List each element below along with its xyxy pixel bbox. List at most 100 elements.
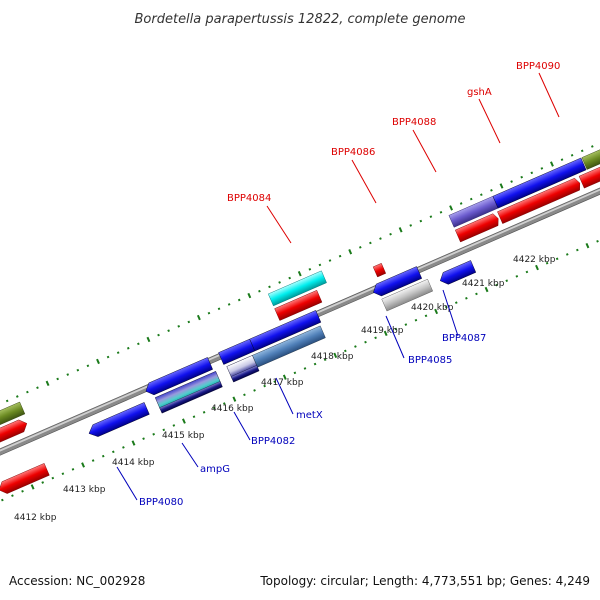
scale-tick [11, 494, 14, 497]
gene-label-bpp4088[interactable]: BPP4088 [392, 117, 436, 128]
scale-tick [465, 296, 468, 300]
gene-label-bpp4080[interactable]: BPP4080 [139, 497, 183, 508]
gene-label-bpp4082[interactable]: BPP4082 [251, 436, 295, 447]
scale-tick [146, 336, 151, 343]
scale-tick [409, 224, 413, 227]
gene-forward-left-red[interactable] [0, 417, 29, 449]
scale-tick [122, 446, 125, 449]
scale-tick [187, 320, 191, 324]
scale-tick [419, 219, 423, 223]
scale-tick [81, 462, 85, 468]
outer-tick-row [5, 145, 594, 403]
scale-tick [212, 406, 216, 410]
scale-tick [484, 286, 489, 293]
scale-tick [1, 498, 4, 502]
scale-tick [576, 248, 579, 252]
scale-tick [545, 261, 549, 265]
scale-tick [333, 352, 338, 358]
gene-label-metx[interactable]: metX [296, 410, 323, 421]
scale-tick [21, 489, 24, 493]
scale-tick [71, 468, 75, 471]
scale-tick [282, 374, 287, 380]
gene-label-gsha[interactable]: gshA [467, 87, 492, 98]
scale-tick [358, 246, 362, 249]
gene-forward-gsha[interactable] [497, 177, 582, 224]
scale-tick [398, 227, 403, 233]
kbp-label: 4414 kbp [112, 458, 155, 468]
scale-tick [369, 241, 372, 245]
scale-tick [36, 386, 39, 390]
scale-tick [318, 263, 322, 267]
scale-tick [207, 311, 211, 315]
scale-tick [404, 323, 408, 326]
scale-tick [328, 259, 332, 262]
scale-tick [383, 330, 388, 337]
scale-tick [5, 399, 9, 403]
gene-reverse-ampg-upper[interactable] [143, 357, 213, 397]
scale-tick [66, 373, 70, 376]
gene-reverse-bpp4082-lower[interactable] [230, 365, 260, 383]
scale-tick [96, 358, 100, 365]
gene-forward-blue-gsha[interactable] [492, 157, 587, 209]
gene-forward-cyan[interactable] [267, 270, 327, 307]
scale-tick [490, 189, 493, 192]
scale-tick [268, 285, 271, 289]
gene-reverse-ampg-lower[interactable] [159, 381, 223, 414]
gene-forward-green-right[interactable] [581, 145, 600, 170]
scale-tick [217, 307, 221, 311]
gene-label-bpp4086[interactable]: BPP4086 [331, 147, 375, 158]
scale-tick [263, 384, 266, 388]
gene-reverse-bpp4085[interactable] [381, 278, 433, 312]
gene-forward-bpp4084[interactable] [274, 290, 323, 321]
gene-label-ampg[interactable]: ampG [200, 464, 230, 475]
gene-reverse-bpp4087[interactable] [438, 260, 477, 286]
scale-tick [596, 239, 599, 243]
scale-tick [364, 340, 367, 344]
scale-tick [157, 333, 160, 337]
gene-reverse-bpp4080[interactable] [86, 402, 150, 439]
gene-label-bpp4087[interactable]: BPP4087 [442, 333, 486, 344]
scale-tick [162, 428, 166, 432]
scale-tick [172, 424, 176, 427]
gene-label-bpp4090[interactable]: BPP4090 [516, 61, 560, 72]
scale-tick [76, 368, 80, 372]
gene-reverse-bpp4085-upper[interactable] [371, 266, 423, 299]
scale-tick [394, 327, 398, 331]
gene-forward-bpp4086[interactable] [372, 263, 387, 278]
scale-tick [41, 481, 45, 484]
scale-tick [580, 149, 584, 153]
scale-tick [424, 314, 428, 318]
scale-tick [51, 476, 55, 480]
gene-forward-bpp4088[interactable] [454, 213, 501, 243]
scale-tick [237, 298, 241, 302]
gene-reverse-metx[interactable] [252, 325, 326, 368]
scale-tick [434, 308, 439, 315]
kbp-label: 4420 kbp [411, 303, 454, 313]
gene-forward-left-green[interactable] [0, 401, 26, 431]
scale-tick [505, 279, 509, 283]
gene-forward-bpp4090[interactable] [578, 165, 600, 189]
scale-tick [227, 303, 231, 306]
scale-tick [101, 454, 105, 458]
scale-tick [414, 318, 418, 322]
gene-reverse-left-red[interactable] [0, 463, 50, 496]
scale-tick [253, 389, 256, 392]
gene-label-bpp4085[interactable]: BPP4085 [408, 355, 452, 366]
scale-tick [585, 242, 590, 249]
scale-tick [379, 237, 382, 240]
scale-tick [323, 358, 327, 362]
gene-label-bpp4084[interactable]: BPP4084 [227, 193, 271, 204]
scale-tick [374, 336, 377, 340]
scale-tick [439, 210, 443, 214]
scale-tick [520, 175, 524, 179]
scale-tick [243, 393, 246, 397]
gene-reverse-metx-upper[interactable] [249, 310, 322, 352]
scale-tick [106, 355, 110, 359]
scale-tick [293, 371, 297, 375]
scale-tick [232, 396, 237, 402]
scale-tick [354, 345, 357, 348]
scale-tick [469, 197, 473, 201]
scale-tick [480, 193, 483, 197]
inner-tick-row [1, 239, 599, 502]
scale-tick [525, 270, 529, 274]
